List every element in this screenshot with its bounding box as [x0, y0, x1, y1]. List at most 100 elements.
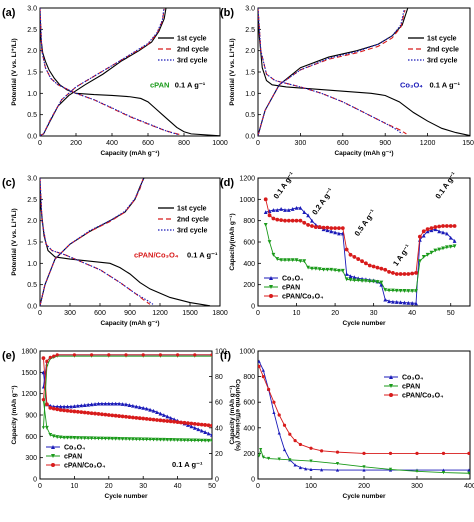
data-point [317, 225, 322, 229]
chart-panel-d: 0 10 20 30 40 50 0 200 400 600 800 1000 1200 Cycle nu… [220, 170, 471, 327]
data-point [379, 266, 384, 271]
legend: 1st cycle 2nd cycle 3rd cycle [408, 36, 459, 65]
data-point [179, 438, 183, 443]
data-point [151, 417, 156, 422]
data-point [100, 412, 104, 417]
data-point [120, 402, 125, 406]
data-point [148, 417, 152, 422]
panel-label: (c) [2, 177, 16, 189]
data-point [293, 439, 297, 443]
data-point [127, 403, 132, 407]
data-point [269, 294, 273, 298]
data-point [375, 265, 380, 270]
data-point [72, 409, 77, 414]
data-point [448, 235, 453, 240]
data-point [165, 437, 170, 442]
data-point [261, 368, 265, 372]
y-tick-label: 2.0 [245, 48, 255, 55]
legend: Co₃O₄ cPAN cPAN/Co₃O₄ [384, 375, 443, 400]
panel-label: (a) [2, 7, 16, 19]
data-point [333, 230, 337, 235]
data-point [433, 225, 438, 229]
series-2 [258, 447, 470, 475]
data-point [48, 355, 52, 359]
data-point [51, 445, 55, 449]
data-point [103, 436, 108, 441]
data-point [82, 410, 87, 415]
data-point [263, 223, 268, 227]
x-axis-label: Capacity (mAh g⁻¹) [100, 320, 159, 327]
x-tick-label: 10 [293, 310, 301, 317]
data-point [352, 255, 357, 259]
efficiency-series [41, 353, 212, 389]
data-point [452, 239, 457, 243]
data-point [86, 402, 91, 407]
data-point [141, 437, 146, 442]
x-tick-label: 600 [337, 140, 349, 147]
data-point [196, 427, 201, 432]
x-tick-label: 0 [38, 483, 42, 490]
y-tick-label: 0.5 [245, 112, 255, 119]
series-line [40, 8, 165, 136]
x-tick-label: 30 [370, 310, 378, 317]
data-point [298, 465, 302, 470]
data-point [48, 433, 53, 437]
data-point [267, 240, 272, 244]
y-tick-label: 1.0 [27, 261, 37, 268]
plot-frame [257, 7, 471, 137]
data-point [425, 252, 430, 257]
data-point [441, 246, 445, 251]
data-point [298, 442, 302, 447]
data-point [124, 437, 128, 441]
data-point [106, 436, 111, 441]
data-point [267, 387, 271, 391]
data-point [120, 414, 125, 419]
data-point [148, 437, 152, 442]
data-point [51, 406, 56, 411]
data-point [179, 420, 183, 425]
data-point [398, 288, 403, 293]
legend-entry: 2nd cycle [177, 47, 209, 54]
data-point [182, 420, 187, 425]
data-point [310, 266, 314, 271]
data-point [117, 401, 122, 406]
data-point [210, 438, 212, 443]
data-point [127, 437, 132, 442]
data-point [210, 423, 212, 428]
y-axis-label: Capacity (mAh g⁻¹) [11, 385, 18, 444]
data-point [261, 375, 265, 379]
data-point [141, 405, 146, 410]
data-point [72, 435, 77, 440]
data-point [93, 411, 97, 416]
legend-entry: Co₃O₄ [64, 445, 85, 452]
data-point [313, 266, 318, 271]
y-tick-label: 2.5 [27, 197, 37, 204]
data-point [189, 424, 194, 429]
x-tick-label: 400 [106, 140, 118, 147]
x-tick-label: 0 [38, 310, 42, 317]
y-tick-label: 800 [243, 218, 255, 225]
y-tick-label: 1.0 [27, 91, 37, 98]
data-point [148, 407, 152, 412]
x-tick-label: 10 [71, 483, 79, 490]
data-point [263, 197, 268, 202]
series-2 [258, 8, 407, 136]
data-point [75, 403, 80, 408]
data-point [210, 353, 212, 357]
x-tick-label: 100 [305, 483, 317, 490]
data-point [168, 438, 173, 442]
data-point [348, 252, 353, 257]
data-point [165, 419, 170, 423]
data-point [421, 255, 426, 259]
data-point [364, 279, 368, 283]
data-point [321, 267, 326, 272]
data-point [398, 272, 403, 276]
data-point [144, 417, 149, 421]
data-point [158, 418, 163, 423]
data-point [93, 436, 97, 441]
data-point [383, 267, 388, 272]
y-tick-label: 3.0 [27, 176, 37, 183]
data-point [258, 364, 261, 368]
legend: 1st cycle 2nd cycle 3rd cycle [158, 206, 209, 235]
y-tick-label: 0.0 [27, 134, 37, 141]
